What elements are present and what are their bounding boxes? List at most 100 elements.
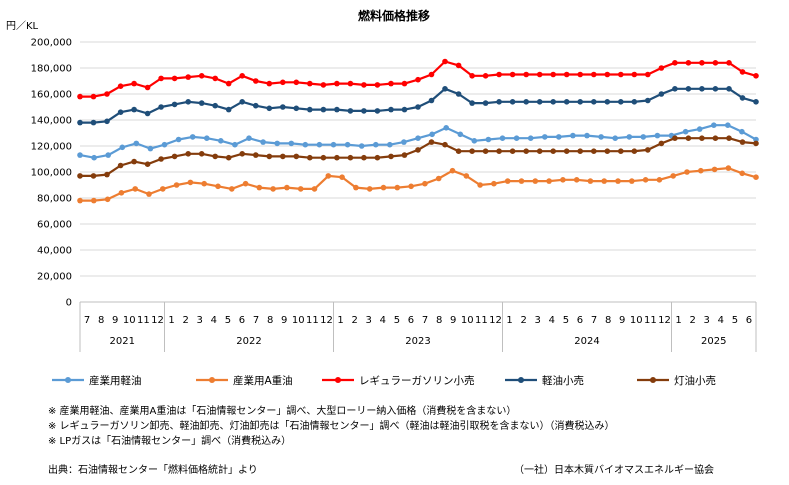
x-tick-label: 6 <box>746 315 752 326</box>
data-point <box>726 135 732 141</box>
data-point <box>469 148 475 154</box>
x-tick-label: 4 <box>211 315 217 326</box>
data-point <box>670 173 676 179</box>
data-point <box>457 131 464 138</box>
data-point <box>699 60 705 66</box>
data-point <box>449 167 456 174</box>
data-point <box>685 135 692 141</box>
data-point <box>388 153 394 160</box>
data-point <box>288 140 295 147</box>
data-point <box>171 101 178 108</box>
data-point <box>334 80 340 87</box>
legend-label: レギュラーガソリン小売 <box>359 374 475 387</box>
data-point <box>260 139 266 145</box>
data-point <box>577 148 583 154</box>
x-tick-label: 8 <box>436 315 442 326</box>
data-point <box>373 141 379 148</box>
data-point <box>455 91 462 97</box>
y-axis: 0 20,000 40,000 60,000 80,000 100,000 120,000 1… <box>31 38 72 309</box>
x-tick-label: 5 <box>563 315 569 326</box>
data-point <box>442 86 448 92</box>
year-label: 2025 <box>701 336 726 347</box>
data-point <box>91 154 97 161</box>
data-point <box>253 102 259 109</box>
data-point <box>753 174 759 180</box>
data-point <box>307 154 313 161</box>
data-point <box>618 71 624 78</box>
data-point <box>307 80 313 87</box>
data-point <box>645 71 651 78</box>
data-point <box>726 60 732 66</box>
data-point <box>550 71 556 78</box>
x-tick-label: 1 <box>506 315 512 326</box>
data-point <box>90 173 97 179</box>
data-point <box>509 148 516 154</box>
data-point <box>266 80 273 87</box>
x-tick-label: 10 <box>630 315 643 326</box>
data-point <box>293 153 300 160</box>
source-text: 出典：石油情報センター「燃料価格統計」より <box>48 465 258 476</box>
data-point <box>577 99 583 105</box>
y-tick-label: 200,000 <box>31 38 72 49</box>
data-point <box>587 178 594 184</box>
year-label: 2021 <box>110 336 135 347</box>
data-point <box>563 99 570 105</box>
data-point <box>523 99 529 105</box>
data-point <box>160 186 166 192</box>
data-point <box>415 76 421 83</box>
data-point <box>232 141 238 148</box>
x-tick-label: 7 <box>253 315 259 326</box>
data-point <box>726 86 732 92</box>
x-tick-label: 1 <box>675 315 681 326</box>
data-point <box>645 97 651 104</box>
data-point <box>158 156 164 162</box>
data-point <box>618 99 624 105</box>
data-point <box>463 173 470 179</box>
x-tick-label: 7 <box>84 315 90 326</box>
data-point <box>147 145 154 152</box>
data-point <box>361 108 367 114</box>
data-point <box>201 180 207 187</box>
data-point <box>496 99 502 105</box>
data-point <box>442 58 448 65</box>
data-point <box>353 184 359 191</box>
x-tick-label: 11 <box>137 315 150 326</box>
data-point <box>293 105 300 112</box>
legend-swatch-marker <box>65 377 71 383</box>
data-point <box>477 182 483 188</box>
organization-text: （一社）日本木質バイオマスエネルギー協会 <box>514 465 714 476</box>
x-tick-label: 10 <box>292 315 305 326</box>
data-point <box>469 73 475 79</box>
x-tick-label: 12 <box>151 315 164 326</box>
data-point <box>158 104 164 110</box>
data-point <box>584 132 590 139</box>
x-axis: 7 8 9 10 11 12 1 2 3 4 5 6 7 8 9 10 11 12 1 2 3 4 5 6 7 8 9 10 11 12 1… <box>79 301 757 352</box>
data-point <box>189 134 196 140</box>
data-point <box>429 131 435 138</box>
data-point <box>212 75 218 82</box>
data-point <box>563 71 570 78</box>
data-point <box>682 128 689 135</box>
data-point <box>504 178 511 184</box>
data-point <box>698 167 704 174</box>
x-tick-label: 12 <box>658 315 671 326</box>
legend-label: 産業用A重油 <box>233 374 293 387</box>
data-point <box>185 99 191 105</box>
data-point <box>570 132 576 139</box>
data-point <box>253 152 259 158</box>
y-tick-label: 120,000 <box>31 142 72 153</box>
data-point <box>225 154 232 161</box>
y-tick-label: 100,000 <box>31 168 72 179</box>
data-point <box>77 197 83 204</box>
data-point <box>297 186 304 192</box>
data-point <box>171 75 178 82</box>
data-point <box>212 153 218 160</box>
data-point <box>482 148 489 154</box>
legend-item: 産業用軽油 <box>52 374 142 387</box>
data-point <box>658 140 665 147</box>
year-label: 2024 <box>574 336 599 347</box>
data-point <box>215 183 221 190</box>
data-point <box>560 177 566 183</box>
data-point <box>658 65 665 71</box>
data-point <box>518 178 525 184</box>
